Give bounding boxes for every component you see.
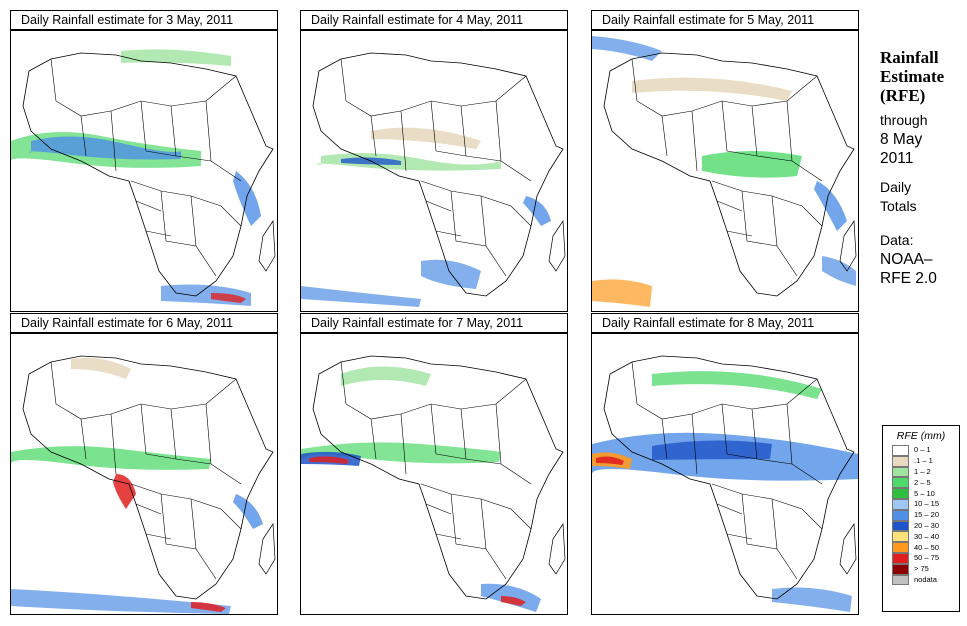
legend-title: RFE (mm) (896, 430, 946, 442)
legend-swatch (892, 531, 909, 543)
side-through: through (880, 112, 928, 128)
legend-item: 1 – 2 (892, 466, 959, 478)
legend-item: 0 – 1 (892, 445, 959, 456)
map-frame (300, 333, 568, 615)
map-panel-5-may: Daily Rainfall estimate for 5 May, 2011 (591, 10, 859, 312)
rainfall-map (11, 49, 276, 306)
side-date-line2: 2011 (880, 150, 914, 167)
legend-item: 15 – 20 (892, 509, 959, 521)
legend-label: 0 – 1 (914, 445, 931, 455)
legend-swatch (892, 488, 909, 499)
legend-label: 10 – 15 (914, 499, 940, 509)
side-data-label: Data: (880, 232, 914, 248)
map-panel-4-may: Daily Rainfall estimate for 4 May, 2011 (300, 10, 568, 312)
side-title-line1: Rainfall (880, 48, 939, 67)
legend-label: 5 – 10 (914, 488, 935, 498)
side-info: Rainfall Estimate (RFE) through 8 May 20… (880, 48, 944, 288)
legend-swatch (892, 445, 909, 456)
legend-item: > 75 (892, 563, 959, 575)
legend-label: 2 – 5 (914, 477, 931, 487)
side-totals: Totals (880, 198, 917, 214)
legend-swatch (892, 455, 909, 467)
rainfall-map (301, 355, 566, 612)
rainfall-map (301, 52, 566, 307)
map-frame (591, 333, 859, 615)
legend-item: 20 – 30 (892, 520, 959, 532)
legend-item: 2 – 5 (892, 477, 959, 489)
side-title-line3: (RFE) (880, 86, 926, 105)
legend-label: 15 – 20 (914, 510, 940, 520)
legend-swatch (892, 542, 909, 553)
map-frame (10, 30, 278, 312)
legend-label: 20 – 30 (914, 520, 940, 530)
side-source-line2: RFE 2.0 (880, 270, 937, 287)
legend-item: 10 – 15 (892, 498, 959, 510)
legend-swatch (892, 477, 909, 489)
legend-item: 50 – 75 (892, 552, 959, 564)
map-frame (591, 30, 859, 312)
map-frame (10, 333, 278, 615)
side-daily: Daily (880, 179, 912, 195)
legend-swatch (892, 563, 909, 575)
map-panel-7-may: Daily Rainfall estimate for 7 May, 2011 (300, 313, 568, 615)
legend-item: 40 – 50 (892, 542, 959, 553)
legend-label: 30 – 40 (914, 531, 940, 541)
map-frame (300, 30, 568, 312)
panel-title: Daily Rainfall estimate for 6 May, 2011 (10, 313, 278, 333)
map-panel-8-may: Daily Rainfall estimate for 8 May, 2011 (591, 313, 859, 615)
legend-label: nodata (914, 574, 937, 584)
legend-swatch (892, 509, 909, 521)
legend-swatch (892, 520, 909, 532)
side-date-line1: 8 May (880, 131, 923, 148)
legend-label: > 75 (914, 564, 929, 574)
rainfall-map (592, 355, 858, 612)
legend-label: 50 – 75 (914, 553, 940, 563)
legend-item: 30 – 40 (892, 531, 959, 543)
rainfall-map (592, 36, 857, 307)
panel-title: Daily Rainfall estimate for 8 May, 2011 (591, 313, 859, 333)
legend-swatch (892, 498, 909, 510)
legend-label: .1 – 1 (914, 456, 933, 466)
legend-label: 40 – 50 (914, 542, 940, 552)
panel-title: Daily Rainfall estimate for 7 May, 2011 (300, 313, 568, 333)
panel-title: Daily Rainfall estimate for 3 May, 2011 (10, 10, 278, 30)
rainfall-map (11, 355, 276, 614)
legend-label: 1 – 2 (914, 466, 931, 476)
legend-swatch (892, 552, 909, 564)
panel-title: Daily Rainfall estimate for 5 May, 2011 (591, 10, 859, 30)
panel-title: Daily Rainfall estimate for 4 May, 2011 (300, 10, 568, 30)
legend-swatch (892, 574, 909, 586)
map-panel-6-may: Daily Rainfall estimate for 6 May, 2011 (10, 313, 278, 615)
legend-item: nodata (892, 574, 959, 586)
side-title-line2: Estimate (880, 67, 945, 86)
legend-item: 5 – 10 (892, 488, 959, 499)
map-panel-3-may: Daily Rainfall estimate for 3 May, 2011 (10, 10, 278, 312)
legend-item: .1 – 1 (892, 455, 959, 467)
legend-swatch (892, 466, 909, 478)
side-source-line1: NOAA– (880, 251, 933, 268)
